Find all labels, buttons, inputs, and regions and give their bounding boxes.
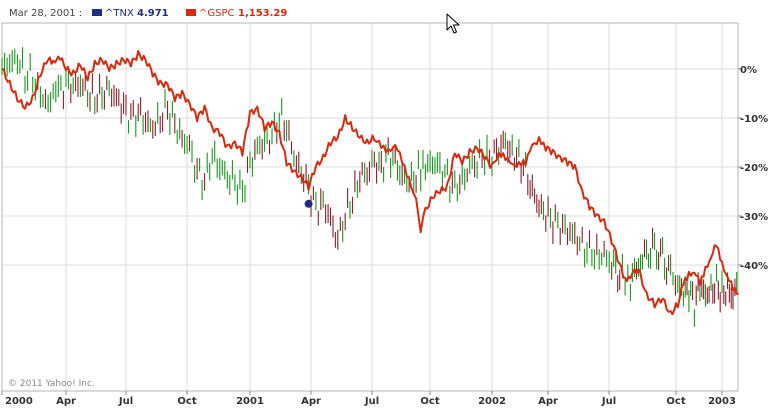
- x-tick-label: Jul: [118, 396, 133, 407]
- legend-symbol-gspc: ^GSPC: [199, 8, 235, 19]
- legend-swatch-gspc: [186, 9, 196, 16]
- x-tick-label: Apr: [56, 396, 76, 407]
- x-tick-label: Apr: [538, 396, 558, 407]
- legend-symbol-tnx: ^TNX: [105, 8, 134, 19]
- hover-marker-dot: [304, 199, 313, 208]
- legend-date: Mar 28, 2001 :: [9, 8, 82, 19]
- x-tick-label: 2002: [478, 396, 506, 407]
- x-tick-label: Jul: [601, 396, 616, 407]
- legend-value-gspc: 1,153.29: [238, 8, 287, 19]
- x-tick-label: Oct: [666, 396, 685, 407]
- x-tick-label: Oct: [420, 396, 439, 407]
- x-axis-ticks: 2000 Apr Jul Oct 2001 Apr Jul Oct 2002 Apr Jul Oct 2…: [1, 391, 736, 407]
- legend-value-tnx: 4.971: [137, 8, 169, 19]
- legend-swatch-tnx: [92, 9, 102, 16]
- x-tick-label: 2003: [708, 396, 736, 407]
- y-tick-label: -20%: [740, 163, 768, 174]
- plot-frame: [1, 22, 739, 392]
- hover-marker: [304, 199, 313, 208]
- copyright-text: © 2011 Yahoo! Inc.: [8, 379, 95, 389]
- gspc-series: [1, 50, 739, 316]
- x-tick-label: 2000: [5, 396, 33, 407]
- y-tick-label: -30%: [740, 212, 768, 223]
- x-tick-label: 2001: [236, 396, 264, 407]
- y-axis-ticks: 0% -10% -20% -30% -40%: [738, 65, 768, 272]
- legend: Mar 28, 2001 : ^TNX 4.971 ^GSPC 1,153.29: [9, 8, 287, 19]
- x-tick-label: Jul: [364, 396, 379, 407]
- x-tick-label: Apr: [301, 396, 321, 407]
- mouse-pointer-icon: [446, 13, 460, 34]
- y-tick-label: 0%: [740, 65, 757, 76]
- x-tick-label: Oct: [177, 396, 196, 407]
- y-tick-label: -40%: [740, 261, 768, 272]
- tnx-series: [1, 47, 738, 327]
- y-tick-label: -10%: [740, 114, 768, 125]
- gspc-line: [1, 50, 739, 316]
